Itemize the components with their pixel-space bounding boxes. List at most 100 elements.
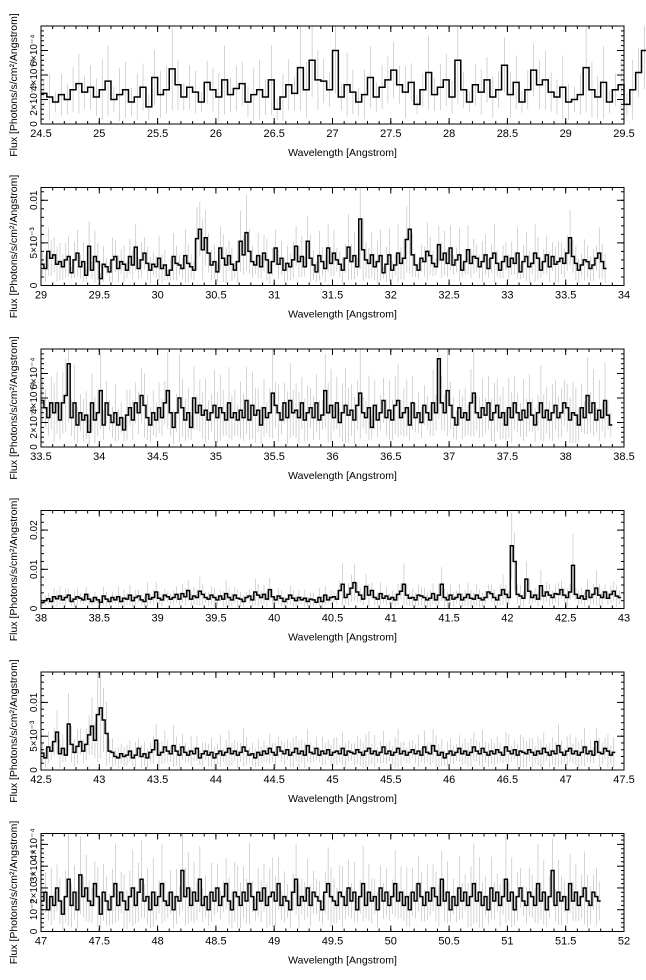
x-tick-label: 32.5	[438, 290, 459, 302]
x-tick-label: 34	[93, 451, 105, 463]
x-tick-label: 33	[501, 290, 513, 302]
y-tick-label: 2×10⁻⁴	[29, 406, 40, 438]
panel-3: 33.5 34 34.5 35 35.5 36 36.5 37 37.5 38 38.5 0 2×10⁻…	[8, 336, 635, 482]
error-bars	[42, 833, 600, 930]
x-tick-label: 48	[151, 936, 163, 948]
x-tick-label: 29	[35, 290, 47, 302]
x-tick-label: 26.5	[263, 128, 284, 140]
x-tick-label: 44.5	[263, 774, 284, 786]
x-tick-label: 38	[560, 451, 572, 463]
x-tick-label: 50	[385, 936, 397, 948]
x-tick-label: 50.5	[438, 936, 459, 948]
x-tick-label: 29	[560, 128, 572, 140]
x-tick-label: 34	[618, 290, 630, 302]
y-tick-label: 0.01	[29, 692, 40, 712]
x-tick-label: 29.5	[613, 128, 634, 140]
x-tick-label: 48.5	[205, 936, 226, 948]
x-tick-label: 27.5	[380, 128, 401, 140]
flux-series-line	[41, 218, 607, 280]
y-tick-label: 0.02	[29, 520, 40, 540]
x-tick-label: 39	[151, 613, 163, 625]
y-tick-label: 0	[29, 121, 40, 127]
panel-2: 29 29.5 30 30.5 31 31.5 32 32.5 33 33.5 34 0 5×10⁻³ 0…	[8, 175, 630, 321]
x-tick-label: 51	[501, 936, 513, 948]
y-tick-label: 4×10⁻⁴	[29, 382, 40, 414]
y-axis-label: Flux [Photons/s/cm²/Angstrom]	[8, 336, 20, 480]
x-axis-label: Wavelength [Angstrom]	[288, 793, 397, 805]
y-axis-label: Flux [Photons/s/cm²/Angstrom]	[8, 498, 20, 642]
x-tick-label: 35.5	[263, 451, 284, 463]
plot-frame	[40, 348, 625, 448]
y-tick-label: 5×10⁻³	[29, 227, 40, 259]
y-tick-label: 3×10⁻⁴	[29, 850, 40, 882]
x-tick-label: 37.5	[497, 451, 518, 463]
panel-1: 24.5 25 25.5 26 26.5 27 27.5 28 28.5 29 29.5 0 2×10⁻…	[8, 13, 646, 159]
x-tick-label: 25.5	[147, 128, 168, 140]
x-tick-label: 34.5	[147, 451, 168, 463]
x-tick-label: 42	[501, 613, 513, 625]
panel-6: 47 47.5 48 48.5 49 49.5 50 50.5 51 51.5 52 0 10⁻⁴2×1…	[8, 821, 630, 967]
x-tick-label: 40.5	[322, 613, 343, 625]
x-tick-label: 47.5	[89, 936, 110, 948]
x-axis-label: Wavelength [Angstrom]	[288, 147, 397, 159]
x-tick-label: 43	[618, 613, 630, 625]
x-tick-label: 28.5	[497, 128, 518, 140]
x-tick-label: 39.5	[205, 613, 226, 625]
x-tick-label: 29.5	[89, 290, 110, 302]
x-tick-label: 31	[268, 290, 280, 302]
x-tick-label: 43	[93, 774, 105, 786]
x-tick-label: 35	[210, 451, 222, 463]
y-tick-label: 0.01	[29, 559, 40, 579]
x-tick-label: 32	[385, 290, 397, 302]
y-tick-label: 6×10⁻⁴	[29, 357, 40, 389]
y-tick-label: 0.01	[29, 190, 40, 210]
y-tick-label: 5×10⁻³	[29, 720, 40, 752]
x-axis-label: Wavelength [Angstrom]	[288, 632, 397, 644]
flux-series-line	[41, 869, 601, 915]
y-tick-label: 0	[29, 282, 40, 288]
plot-frame	[40, 833, 625, 932]
x-tick-label: 49	[268, 936, 280, 948]
flux-series-line	[41, 49, 646, 111]
x-tick-label: 41	[385, 613, 397, 625]
x-tick-label: 38.5	[89, 613, 110, 625]
x-tick-label: 46	[443, 774, 455, 786]
y-tick-label: 2×10⁻⁴	[29, 872, 40, 904]
x-tick-label: 25	[93, 128, 105, 140]
flux-series-line	[41, 358, 613, 434]
x-tick-label: 30	[151, 290, 163, 302]
x-tick-label: 27	[326, 128, 338, 140]
x-tick-label: 47.5	[613, 774, 634, 786]
y-tick-label: 4×10⁻⁴	[29, 59, 40, 91]
x-axis-label: Wavelength [Angstrom]	[288, 470, 397, 482]
x-axis-label: Wavelength [Angstrom]	[288, 309, 397, 321]
y-tick-label: 2×10⁻⁴	[29, 83, 40, 115]
x-tick-label: 45.5	[380, 774, 401, 786]
y-tick-label: 4×10⁻⁴	[29, 828, 40, 860]
y-axis-label: Flux [Photons/s/cm²/Angstrom]	[8, 175, 20, 319]
x-tick-label: 45	[326, 774, 338, 786]
x-tick-label: 33.5	[555, 290, 576, 302]
y-axis-label: Flux [Photons/s/cm²/Angstrom]	[8, 659, 20, 803]
x-axis-label: Wavelength [Angstrom]	[288, 955, 397, 967]
error-bars	[43, 26, 645, 122]
panel-4: 38 38.5 39 39.5 40 40.5 41 41.5 42 42.5 43 0 0.01 0.0…	[8, 498, 630, 644]
x-tick-label: 31.5	[322, 290, 343, 302]
flux-series-line	[41, 545, 622, 604]
x-tick-label: 51.5	[555, 936, 576, 948]
x-tick-label: 52	[618, 936, 630, 948]
x-tick-label: 49.5	[322, 936, 343, 948]
x-tick-label: 44	[210, 774, 222, 786]
x-tick-label: 36	[326, 451, 338, 463]
x-tick-label: 37	[443, 451, 455, 463]
y-axis-label: Flux [Photons/s/cm²/Angstrom]	[8, 821, 20, 965]
error-bars	[42, 512, 620, 608]
x-tick-label: 28	[443, 128, 455, 140]
flux-series-line	[41, 707, 616, 759]
x-tick-label: 41.5	[438, 613, 459, 625]
x-tick-label: 43.5	[147, 774, 168, 786]
x-tick-label: 46.5	[497, 774, 518, 786]
x-tick-label: 24.5	[30, 128, 51, 140]
y-tick-label: 0	[29, 444, 40, 450]
